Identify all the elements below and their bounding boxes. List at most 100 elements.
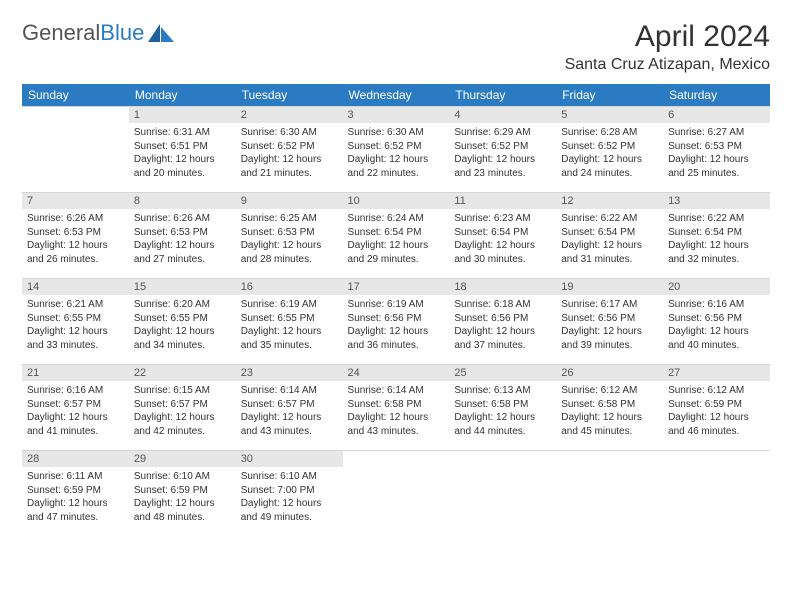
calendar-cell: 4Sunrise: 6:29 AMSunset: 6:52 PMDaylight… (449, 107, 556, 193)
sunset-text: Sunset: 6:51 PM (134, 140, 231, 154)
calendar-cell: 5Sunrise: 6:28 AMSunset: 6:52 PMDaylight… (556, 107, 663, 193)
day-content: Sunrise: 6:18 AMSunset: 6:56 PMDaylight:… (449, 295, 556, 355)
weekday-header: Sunday (22, 84, 129, 107)
day-number: 29 (129, 451, 236, 467)
daylight-text: Daylight: 12 hours and 35 minutes. (241, 325, 338, 352)
calendar-cell: 28Sunrise: 6:11 AMSunset: 6:59 PMDayligh… (22, 451, 129, 537)
day-number: 5 (556, 107, 663, 123)
day-content: Sunrise: 6:23 AMSunset: 6:54 PMDaylight:… (449, 209, 556, 269)
calendar-cell: .. (663, 451, 770, 537)
day-number: 26 (556, 365, 663, 381)
day-content: Sunrise: 6:17 AMSunset: 6:56 PMDaylight:… (556, 295, 663, 355)
sunrise-text: Sunrise: 6:22 AM (668, 212, 765, 226)
sunset-text: Sunset: 6:52 PM (241, 140, 338, 154)
sunrise-text: Sunrise: 6:17 AM (561, 298, 658, 312)
day-content: Sunrise: 6:15 AMSunset: 6:57 PMDaylight:… (129, 381, 236, 441)
calendar-cell: .. (343, 451, 450, 537)
calendar-cell: .. (449, 451, 556, 537)
calendar-cell: 20Sunrise: 6:16 AMSunset: 6:56 PMDayligh… (663, 279, 770, 365)
day-content: Sunrise: 6:10 AMSunset: 7:00 PMDaylight:… (236, 467, 343, 527)
day-content: Sunrise: 6:26 AMSunset: 6:53 PMDaylight:… (129, 209, 236, 269)
calendar-cell: .. (556, 451, 663, 537)
calendar-cell: 27Sunrise: 6:12 AMSunset: 6:59 PMDayligh… (663, 365, 770, 451)
daylight-text: Daylight: 12 hours and 30 minutes. (454, 239, 551, 266)
daylight-text: Daylight: 12 hours and 20 minutes. (134, 153, 231, 180)
calendar-cell: 12Sunrise: 6:22 AMSunset: 6:54 PMDayligh… (556, 193, 663, 279)
day-number: 27 (663, 365, 770, 381)
title-block: April 2024 Santa Cruz Atizapan, Mexico (565, 20, 770, 74)
daylight-text: Daylight: 12 hours and 48 minutes. (134, 497, 231, 524)
day-content: Sunrise: 6:30 AMSunset: 6:52 PMDaylight:… (236, 123, 343, 183)
day-number: 24 (343, 365, 450, 381)
calendar-cell: 25Sunrise: 6:13 AMSunset: 6:58 PMDayligh… (449, 365, 556, 451)
daylight-text: Daylight: 12 hours and 43 minutes. (348, 411, 445, 438)
header: GeneralBlue April 2024 Santa Cruz Atizap… (22, 20, 770, 74)
day-number: 4 (449, 107, 556, 123)
day-content: Sunrise: 6:20 AMSunset: 6:55 PMDaylight:… (129, 295, 236, 355)
sunrise-text: Sunrise: 6:10 AM (134, 470, 231, 484)
day-content: Sunrise: 6:30 AMSunset: 6:52 PMDaylight:… (343, 123, 450, 183)
calendar-cell: 29Sunrise: 6:10 AMSunset: 6:59 PMDayligh… (129, 451, 236, 537)
sunset-text: Sunset: 6:54 PM (454, 226, 551, 240)
day-number: 23 (236, 365, 343, 381)
day-content: Sunrise: 6:19 AMSunset: 6:56 PMDaylight:… (343, 295, 450, 355)
calendar-cell: 22Sunrise: 6:15 AMSunset: 6:57 PMDayligh… (129, 365, 236, 451)
day-number: 20 (663, 279, 770, 295)
day-content: Sunrise: 6:13 AMSunset: 6:58 PMDaylight:… (449, 381, 556, 441)
day-number: 3 (343, 107, 450, 123)
day-number: 6 (663, 107, 770, 123)
sunset-text: Sunset: 6:56 PM (668, 312, 765, 326)
calendar-row: 21Sunrise: 6:16 AMSunset: 6:57 PMDayligh… (22, 365, 770, 451)
weekday-header: Friday (556, 84, 663, 107)
daylight-text: Daylight: 12 hours and 32 minutes. (668, 239, 765, 266)
sunrise-text: Sunrise: 6:26 AM (134, 212, 231, 226)
day-number: 2 (236, 107, 343, 123)
daylight-text: Daylight: 12 hours and 41 minutes. (27, 411, 124, 438)
calendar-cell: 8Sunrise: 6:26 AMSunset: 6:53 PMDaylight… (129, 193, 236, 279)
sunrise-text: Sunrise: 6:13 AM (454, 384, 551, 398)
sunset-text: Sunset: 6:52 PM (348, 140, 445, 154)
sunset-text: Sunset: 6:55 PM (27, 312, 124, 326)
calendar-cell: 2Sunrise: 6:30 AMSunset: 6:52 PMDaylight… (236, 107, 343, 193)
sunset-text: Sunset: 7:00 PM (241, 484, 338, 498)
sunset-text: Sunset: 6:56 PM (561, 312, 658, 326)
daylight-text: Daylight: 12 hours and 37 minutes. (454, 325, 551, 352)
day-number: 13 (663, 193, 770, 209)
day-number: 9 (236, 193, 343, 209)
sunset-text: Sunset: 6:58 PM (454, 398, 551, 412)
day-content: Sunrise: 6:22 AMSunset: 6:54 PMDaylight:… (556, 209, 663, 269)
sunrise-text: Sunrise: 6:31 AM (134, 126, 231, 140)
day-number: 17 (343, 279, 450, 295)
calendar-row: 7Sunrise: 6:26 AMSunset: 6:53 PMDaylight… (22, 193, 770, 279)
sunrise-text: Sunrise: 6:29 AM (454, 126, 551, 140)
month-title: April 2024 (565, 20, 770, 54)
daylight-text: Daylight: 12 hours and 36 minutes. (348, 325, 445, 352)
sunset-text: Sunset: 6:57 PM (27, 398, 124, 412)
daylight-text: Daylight: 12 hours and 49 minutes. (241, 497, 338, 524)
day-number: 14 (22, 279, 129, 295)
sunset-text: Sunset: 6:57 PM (134, 398, 231, 412)
day-number: 7 (22, 193, 129, 209)
calendar-row: ..1Sunrise: 6:31 AMSunset: 6:51 PMDaylig… (22, 107, 770, 193)
calendar-cell: 17Sunrise: 6:19 AMSunset: 6:56 PMDayligh… (343, 279, 450, 365)
sunrise-text: Sunrise: 6:27 AM (668, 126, 765, 140)
calendar-cell: 9Sunrise: 6:25 AMSunset: 6:53 PMDaylight… (236, 193, 343, 279)
sunrise-text: Sunrise: 6:11 AM (27, 470, 124, 484)
sunrise-text: Sunrise: 6:19 AM (241, 298, 338, 312)
sunrise-text: Sunrise: 6:23 AM (454, 212, 551, 226)
sunset-text: Sunset: 6:55 PM (134, 312, 231, 326)
day-number: 18 (449, 279, 556, 295)
sunset-text: Sunset: 6:52 PM (454, 140, 551, 154)
day-content: Sunrise: 6:19 AMSunset: 6:55 PMDaylight:… (236, 295, 343, 355)
sunset-text: Sunset: 6:58 PM (561, 398, 658, 412)
calendar-cell: 6Sunrise: 6:27 AMSunset: 6:53 PMDaylight… (663, 107, 770, 193)
calendar-row: 14Sunrise: 6:21 AMSunset: 6:55 PMDayligh… (22, 279, 770, 365)
calendar-cell: 26Sunrise: 6:12 AMSunset: 6:58 PMDayligh… (556, 365, 663, 451)
daylight-text: Daylight: 12 hours and 31 minutes. (561, 239, 658, 266)
daylight-text: Daylight: 12 hours and 28 minutes. (241, 239, 338, 266)
sunset-text: Sunset: 6:54 PM (561, 226, 658, 240)
day-content: Sunrise: 6:10 AMSunset: 6:59 PMDaylight:… (129, 467, 236, 527)
calendar-cell: 3Sunrise: 6:30 AMSunset: 6:52 PMDaylight… (343, 107, 450, 193)
daylight-text: Daylight: 12 hours and 42 minutes. (134, 411, 231, 438)
day-content: Sunrise: 6:28 AMSunset: 6:52 PMDaylight:… (556, 123, 663, 183)
